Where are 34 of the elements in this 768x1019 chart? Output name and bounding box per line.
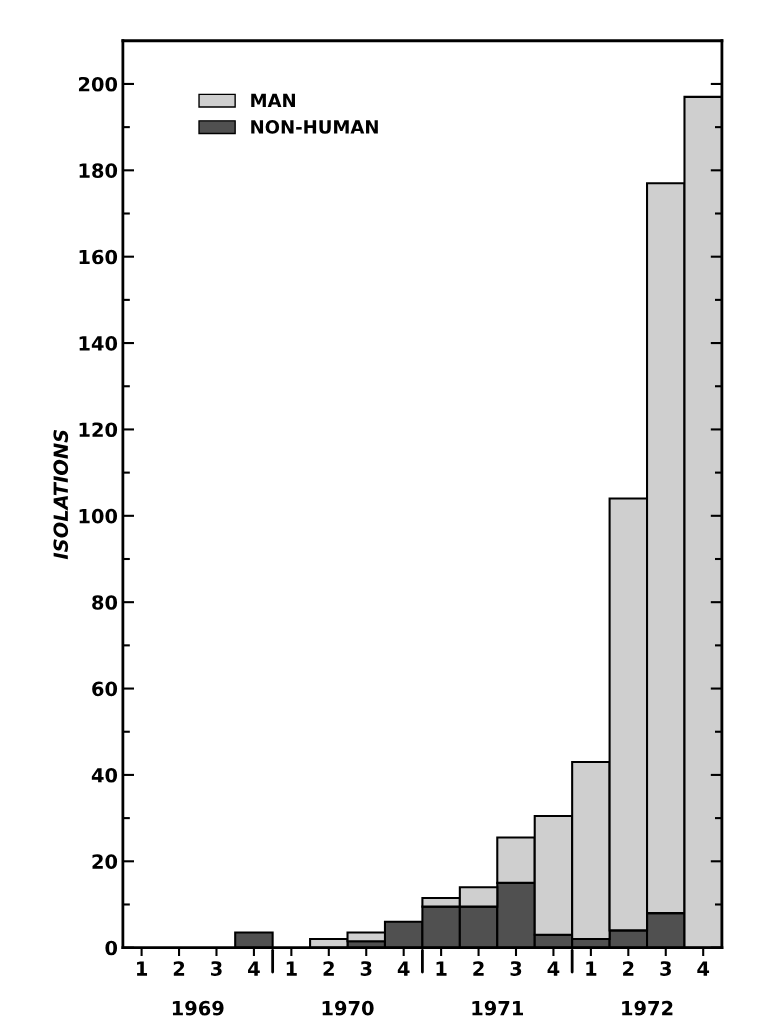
x-tick-label: 3 bbox=[360, 961, 372, 976]
x-tick-label: 3 bbox=[510, 961, 522, 976]
legend-label: NON-HUMAN bbox=[251, 120, 378, 134]
x-tick-label: 2 bbox=[473, 961, 484, 976]
y-tick-label: 180 bbox=[79, 163, 118, 178]
text: 1970 bbox=[322, 1000, 374, 1016]
x-tick-label: 4 bbox=[248, 961, 260, 976]
x-tick-label: 3 bbox=[660, 961, 671, 976]
text: 1969 bbox=[172, 1000, 224, 1016]
y-tick-label: 0 bbox=[105, 940, 118, 956]
text: 1972 bbox=[622, 1000, 673, 1016]
y-tick-label: 60 bbox=[92, 681, 118, 697]
legend-label: MAN bbox=[251, 93, 295, 108]
y-tick-label: 160 bbox=[79, 249, 118, 265]
y-tick-label: 80 bbox=[92, 595, 118, 610]
x-tick-label: 1 bbox=[586, 961, 597, 976]
y-axis-title: ISOLATIONS bbox=[53, 429, 69, 560]
x-tick-label: 2 bbox=[173, 961, 185, 976]
x-tick-label: 1 bbox=[436, 961, 447, 976]
x-tick-label: 1 bbox=[137, 961, 148, 976]
x-tick-label: 4 bbox=[697, 961, 710, 976]
x-tick-label: 4 bbox=[397, 961, 410, 976]
text: 1971 bbox=[472, 1000, 523, 1016]
x-tick-label: 4 bbox=[547, 961, 560, 976]
y-tick-label: 140 bbox=[79, 336, 118, 351]
y-tick-label: 40 bbox=[91, 767, 118, 783]
y-tick-label: 120 bbox=[79, 422, 118, 438]
y-tick-label: 200 bbox=[78, 76, 118, 92]
y-tick-label: 100 bbox=[79, 508, 118, 524]
x-tick-label: 2 bbox=[323, 961, 334, 976]
x-tick-label: 3 bbox=[211, 961, 222, 976]
x-tick-label: 1 bbox=[286, 961, 297, 976]
x-tick-label: 2 bbox=[623, 961, 634, 976]
y-tick-label: 20 bbox=[92, 854, 118, 869]
